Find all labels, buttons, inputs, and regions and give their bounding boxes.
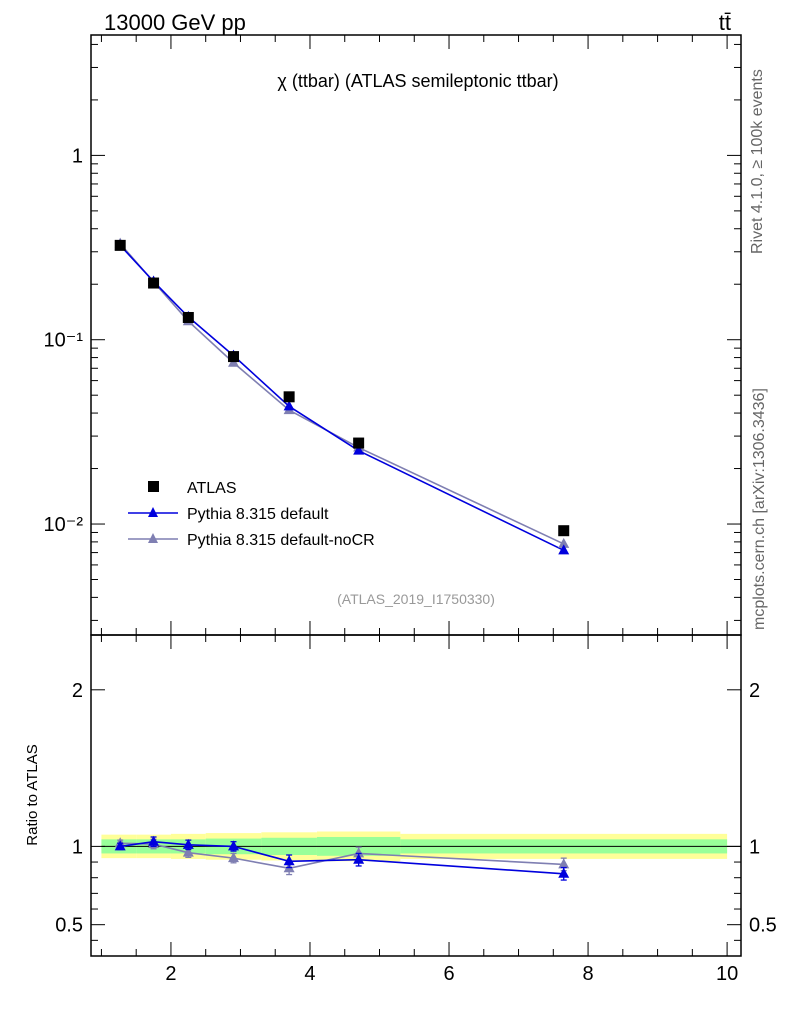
energy-label: 13000 GeV pp	[104, 10, 246, 35]
ratio-point-pythia-default	[228, 840, 240, 851]
legend-marker-atlas	[148, 481, 159, 492]
ratio-panel: 0.5 0.5 1 1 2 2 2 4 6 8 10 Ratio to ATLAS	[24, 634, 777, 985]
ratio-y-tick-label: 0.5	[55, 915, 83, 937]
series-line-pythia-nocr	[119, 243, 565, 545]
y-tick-label: 1	[72, 145, 83, 167]
ratio-point-pythia-nocr	[228, 852, 240, 863]
plot-title: χ (ttbar) (ATLAS semileptonic ttbar)	[277, 71, 558, 91]
process-label: tt̄	[719, 10, 731, 35]
legend: ATLAS Pythia 8.315 default Pythia 8.315 …	[128, 480, 375, 549]
side-note-top: Rivet 4.1.0, ≥ 100k events	[749, 69, 766, 254]
legend-label-atlas: ATLAS	[187, 480, 237, 497]
side-note-bottom: mcplots.cern.ch [arXiv:1306.3436]	[751, 388, 768, 630]
ratio-point-pythia-default	[558, 867, 570, 878]
ratio-point-pythia-default	[353, 853, 365, 864]
ratio-panel-frame	[90, 634, 742, 957]
x-tick-label: 10	[716, 963, 738, 985]
ratio-point-pythia-default	[283, 855, 295, 866]
point-atlas	[558, 525, 570, 537]
point-atlas	[182, 311, 194, 323]
x-tick-label: 4	[304, 963, 315, 985]
legend-marker-pythia-nocr	[148, 533, 158, 543]
series-line-pythia-default	[119, 244, 565, 552]
point-pythia-default	[353, 444, 365, 455]
ratio-y-tick-label: 2	[72, 680, 83, 702]
point-atlas	[148, 277, 160, 289]
ratio-y-tick-label-right: 0.5	[749, 915, 777, 937]
point-atlas	[228, 351, 240, 363]
point-pythia-default	[558, 544, 570, 555]
point-pythia-default	[283, 400, 295, 411]
ratio-point-pythia-nocr	[182, 846, 194, 857]
ratio-point-pythia-nocr	[353, 847, 365, 858]
point-atlas	[283, 391, 295, 403]
ratio-y-tick-label: 1	[72, 836, 83, 858]
y-tick-label: 10⁻²	[44, 514, 84, 536]
x-tick-label: 6	[443, 963, 454, 985]
ratio-point-pythia-default	[114, 840, 126, 851]
x-tick-label: 2	[165, 963, 176, 985]
ratio-point-pythia-default	[148, 835, 160, 846]
ratio-point-pythia-default	[182, 838, 194, 849]
legend-marker-pythia-default	[148, 507, 158, 517]
analysis-id: (ATLAS_2019_I1750330)	[337, 591, 495, 607]
ratio-point-pythia-nocr	[558, 858, 570, 869]
legend-label-pythia-nocr: Pythia 8.315 default-noCR	[187, 532, 375, 549]
ratio-y-tick-label-right: 2	[749, 680, 760, 702]
point-atlas	[353, 437, 365, 449]
point-atlas	[114, 239, 126, 251]
ratio-ylabel: Ratio to ATLAS	[24, 744, 41, 845]
y-tick-label: 10⁻¹	[44, 330, 84, 352]
point-pythia-nocr	[558, 537, 570, 548]
x-tick-label: 8	[582, 963, 593, 985]
legend-label-pythia-default: Pythia 8.315 default	[187, 506, 329, 523]
ratio-y-tick-label-right: 1	[749, 836, 760, 858]
main-panel: 1 10⁻¹ 10⁻² χ (ttbar) (ATLAS semileptonic …	[44, 34, 742, 636]
